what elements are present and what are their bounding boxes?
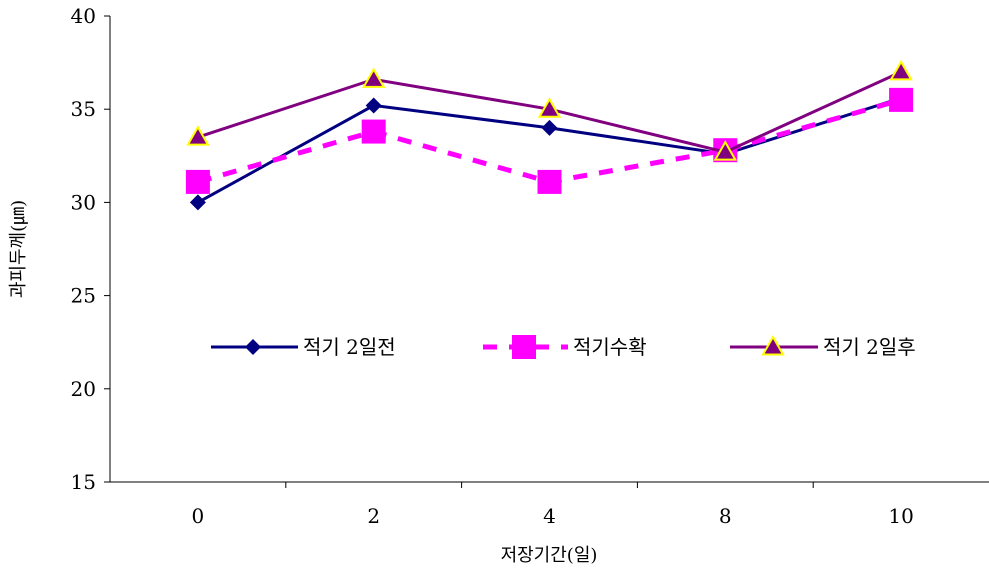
data-point: [365, 97, 382, 114]
legend-item: 적기수확: [483, 335, 647, 359]
data-point: [185, 169, 210, 194]
data-point: [889, 59, 913, 81]
axes: [109, 16, 989, 483]
legend-label: 적기수확: [573, 335, 647, 359]
y-tick-label: 25: [71, 284, 96, 308]
legend-marker: [761, 334, 785, 356]
data-point: [889, 87, 914, 112]
data-point: [541, 119, 558, 136]
legend-label: 적기 2일후: [823, 335, 916, 359]
legend: 적기 2일전 적기수확 적기 2일후: [211, 334, 916, 359]
data-point: [713, 140, 738, 161]
data-point: [537, 97, 562, 118]
legend-item: 적기 2일전: [211, 335, 396, 359]
x-tick-label: 2: [367, 504, 380, 528]
legend-marker: [245, 339, 261, 355]
y-tick-label: 15: [71, 470, 96, 494]
data-point: [361, 119, 386, 144]
x-axis-title: 저장기간(일): [501, 545, 598, 566]
y-tick-label: 40: [71, 4, 96, 28]
x-ticks: 0 2 4 8 10: [192, 482, 914, 528]
y-tick-label: 30: [71, 190, 96, 214]
y-tick-label: 20: [71, 377, 96, 401]
x-tick-label: 8: [719, 504, 732, 528]
data-point: [189, 194, 206, 211]
x-tick-label: 0: [192, 504, 205, 528]
x-tick-label: 10: [888, 504, 913, 528]
legend-item: 적기 2일후: [730, 334, 916, 359]
legend-marker: [512, 335, 536, 359]
y-ticks: 15 20 25 30 35 40: [71, 4, 110, 494]
series-3: [186, 59, 913, 161]
data-point: [186, 125, 210, 146]
x-tick-label: 4: [543, 504, 556, 528]
data-point: [361, 67, 386, 88]
data-point: [537, 169, 562, 194]
series-layer: [185, 59, 914, 211]
legend-label: 적기 2일전: [303, 335, 396, 359]
y-axis-title: 과피두께(㎛): [8, 200, 29, 298]
y-tick-label: 35: [71, 97, 96, 121]
